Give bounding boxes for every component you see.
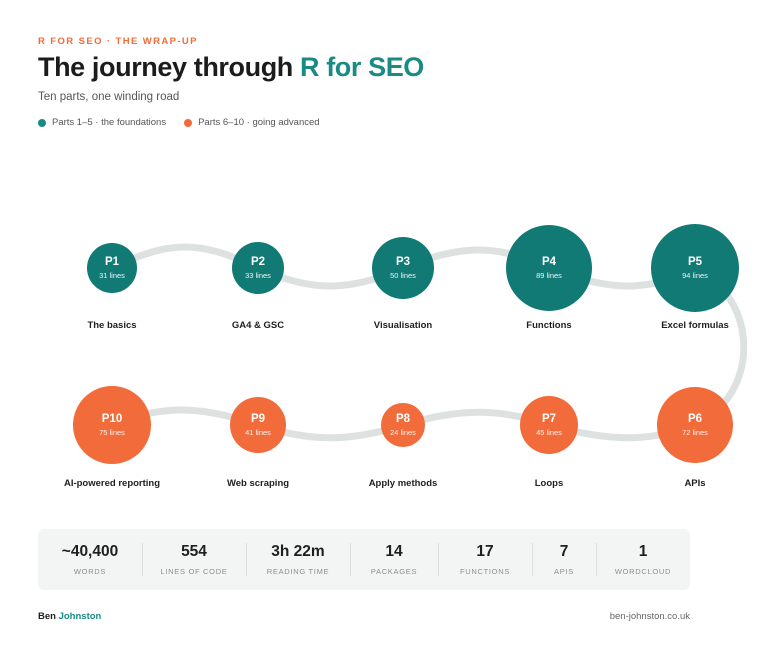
part-label-p6: APIs xyxy=(684,478,706,489)
part-label-p10: AI-powered reporting xyxy=(63,478,161,489)
stat-label: APIS xyxy=(554,567,574,576)
stat-value: 7 xyxy=(559,543,569,560)
stat-value: 1 xyxy=(638,543,648,560)
legend-label-foundations: Parts 1–5 · the foundations xyxy=(52,117,167,128)
part-label-p8: Apply methods xyxy=(368,478,438,489)
part-id: P5 xyxy=(687,256,703,269)
part-node-p5: P5 94 lines xyxy=(651,224,739,312)
eyebrow: R FOR SEO · THE WRAP-UP xyxy=(38,36,198,47)
part-id: P1 xyxy=(104,256,120,269)
part-lines: 41 lines xyxy=(245,427,271,437)
part-id: P8 xyxy=(395,413,411,426)
stat-words: ~40,400 WORDS xyxy=(38,529,142,590)
stats-bar: ~40,400 WORDS 554 LINES OF CODE 3h 22m R… xyxy=(38,529,690,590)
part-label-p2: GA4 & GSC xyxy=(231,320,285,331)
part-lines: 31 lines xyxy=(99,270,125,280)
stat-lines-of-code: 554 LINES OF CODE xyxy=(142,529,246,590)
page-title: The journey through R for SEO xyxy=(38,52,424,83)
part-node-p1: P1 31 lines xyxy=(87,243,137,293)
footer-site: ben-johnston.co.uk xyxy=(609,611,690,622)
stat-reading-time: 3h 22m READING TIME xyxy=(246,529,350,590)
part-id: P4 xyxy=(541,256,557,269)
stat-value: 554 xyxy=(181,543,207,560)
divider xyxy=(142,543,143,576)
divider xyxy=(596,543,597,576)
part-id: P6 xyxy=(687,413,703,426)
part-node-p2: P2 33 lines xyxy=(232,242,284,294)
legend-label-advanced: Parts 6–10 · going advanced xyxy=(198,117,320,128)
part-label-p9: Web scraping xyxy=(226,478,290,489)
title-main: The journey through xyxy=(38,52,300,82)
divider xyxy=(532,543,533,576)
part-id: P10 xyxy=(101,413,123,426)
stat-functions: 17 FUNCTIONS xyxy=(438,529,532,590)
part-node-p6: P6 72 lines xyxy=(657,387,733,463)
part-node-p10: P10 75 lines xyxy=(73,386,151,464)
part-lines: 89 lines xyxy=(536,270,562,280)
part-id: P3 xyxy=(395,256,411,269)
part-id: P7 xyxy=(541,413,557,426)
part-id: P2 xyxy=(250,256,266,269)
stat-apis: 7 APIS xyxy=(532,529,596,590)
stat-label: FUNCTIONS xyxy=(459,567,511,576)
stat-value: 3h 22m xyxy=(271,543,325,560)
part-lines: 45 lines xyxy=(536,427,562,437)
teal-dot-icon xyxy=(38,118,46,127)
stat-label: WORDS xyxy=(73,567,107,576)
footer-author: Ben Johnston xyxy=(38,611,101,622)
stat-label: WORDCLOUD xyxy=(614,567,672,576)
part-label-p7: Loops xyxy=(534,478,564,489)
part-node-p4: P4 89 lines xyxy=(506,225,592,311)
legend: Parts 1–5 · the foundations Parts 6–10 ·… xyxy=(38,117,320,128)
part-id: P9 xyxy=(250,413,266,426)
part-lines: 72 lines xyxy=(682,427,708,437)
author-first: Ben xyxy=(38,611,59,622)
part-node-p8: P8 24 lines xyxy=(381,403,425,447)
road-path xyxy=(108,243,748,442)
orange-dot-icon xyxy=(184,118,193,127)
part-lines: 94 lines xyxy=(682,270,708,280)
part-label-p1: The basics xyxy=(87,320,137,331)
legend-item-advanced: Parts 6–10 · going advanced xyxy=(184,117,320,128)
stat-value: ~40,400 xyxy=(61,543,119,560)
part-label-p4: Functions xyxy=(526,320,572,331)
stat-label: PACKAGES xyxy=(370,567,418,576)
stat-label: READING TIME xyxy=(266,567,330,576)
part-lines: 75 lines xyxy=(99,427,125,437)
title-accent: R for SEO xyxy=(300,52,424,82)
part-label-p3: Visualisation xyxy=(373,320,433,331)
legend-item-foundations: Parts 1–5 · the foundations xyxy=(38,117,166,128)
part-node-p9: P9 41 lines xyxy=(230,397,286,453)
divider xyxy=(246,543,247,576)
part-label-p5: Excel formulas xyxy=(661,320,729,331)
divider xyxy=(350,543,351,576)
subtitle: Ten parts, one winding road xyxy=(38,91,180,103)
part-lines: 50 lines xyxy=(390,270,416,280)
divider xyxy=(438,543,439,576)
stat-value: 14 xyxy=(385,543,403,560)
stat-wordcloud: 1 WORDCLOUD xyxy=(596,529,690,590)
stat-label: LINES OF CODE xyxy=(160,567,228,576)
stat-value: 17 xyxy=(476,543,494,560)
author-last: Johnston xyxy=(58,611,102,622)
part-lines: 33 lines xyxy=(245,270,271,280)
part-lines: 24 lines xyxy=(390,427,416,437)
part-node-p7: P7 45 lines xyxy=(520,396,578,454)
winding-road xyxy=(108,243,748,442)
stat-packages: 14 PACKAGES xyxy=(350,529,438,590)
part-node-p3: P3 50 lines xyxy=(372,237,434,299)
